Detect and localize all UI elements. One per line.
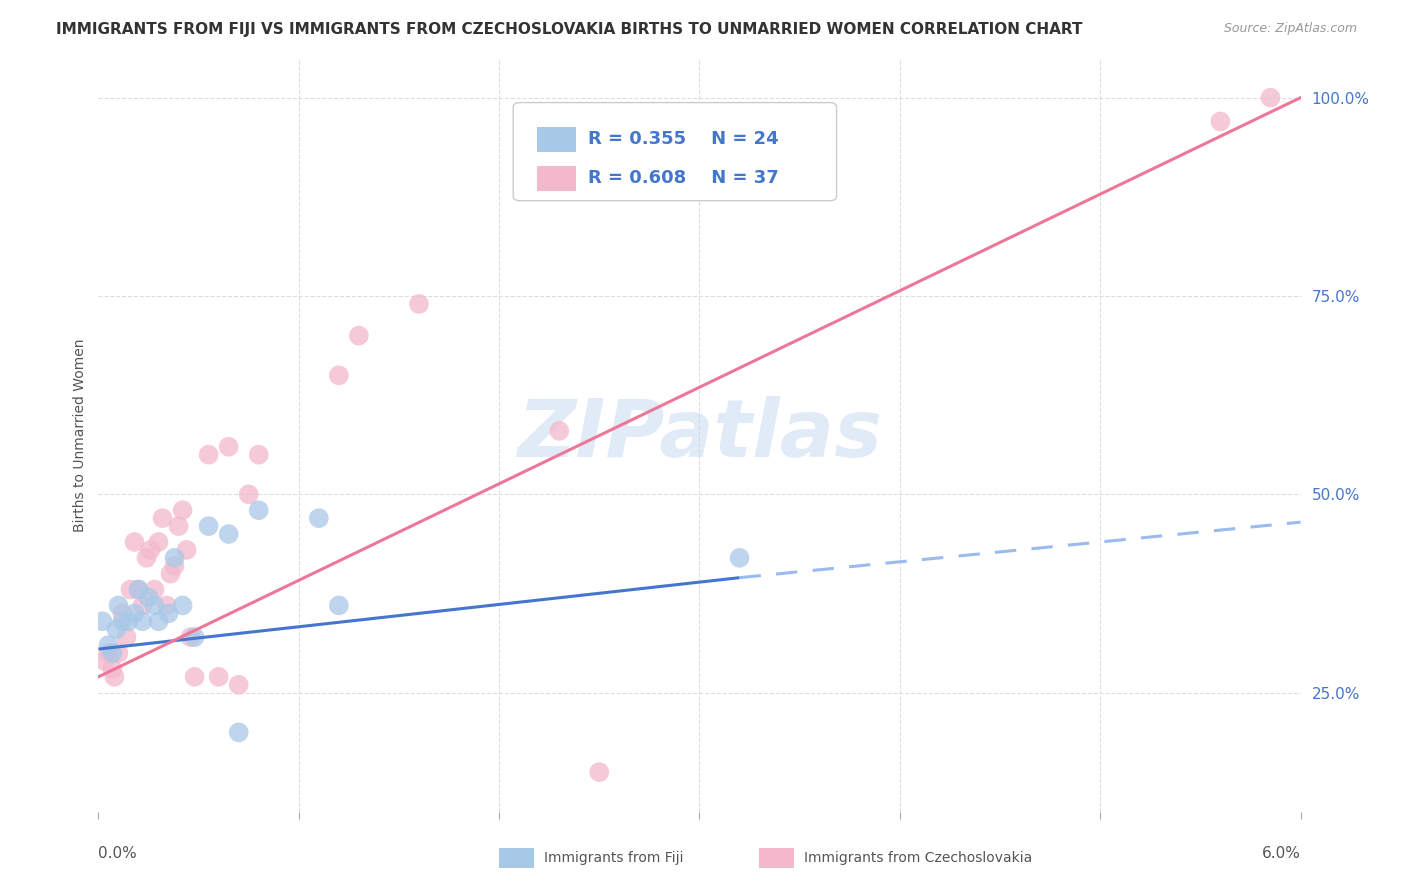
Point	[128, 582, 150, 597]
Text: ZIPatlas: ZIPatlas	[517, 396, 882, 474]
Point	[111, 615, 134, 629]
Point	[115, 630, 138, 644]
Point	[107, 646, 129, 660]
Point	[131, 615, 153, 629]
Point	[159, 566, 181, 581]
Point	[228, 678, 250, 692]
Point	[157, 607, 180, 621]
Point	[138, 591, 160, 605]
Point	[163, 558, 186, 573]
Point	[218, 440, 240, 454]
Point	[588, 765, 610, 780]
Point	[163, 550, 186, 565]
Point	[183, 670, 205, 684]
Point	[228, 725, 250, 739]
Point	[308, 511, 330, 525]
Point	[131, 599, 153, 613]
Point	[124, 535, 146, 549]
Point	[105, 622, 128, 636]
Point	[148, 535, 170, 549]
Y-axis label: Births to Unmarried Women: Births to Unmarried Women	[73, 338, 87, 532]
Text: Immigrants from Fiji: Immigrants from Fiji	[544, 851, 683, 865]
Point	[117, 615, 139, 629]
Point	[143, 599, 166, 613]
Point	[328, 599, 350, 613]
Point	[347, 328, 370, 343]
Text: R = 0.355    N = 24: R = 0.355 N = 24	[588, 130, 779, 148]
Point	[128, 582, 150, 597]
Point	[247, 448, 270, 462]
Point	[101, 646, 124, 660]
Point	[208, 670, 231, 684]
Point	[111, 607, 134, 621]
Point	[107, 599, 129, 613]
Point	[172, 599, 194, 613]
Point	[1209, 114, 1232, 128]
Point	[176, 542, 198, 557]
Point	[135, 550, 157, 565]
Point	[197, 519, 219, 533]
Point	[97, 646, 120, 660]
Point	[548, 424, 571, 438]
Text: Immigrants from Czechoslovakia: Immigrants from Czechoslovakia	[804, 851, 1032, 865]
Point	[139, 542, 162, 557]
Point	[124, 607, 146, 621]
Point	[103, 670, 125, 684]
Point	[97, 638, 120, 652]
Point	[218, 527, 240, 541]
Point	[152, 511, 174, 525]
Text: 0.0%: 0.0%	[98, 846, 138, 861]
Text: R = 0.608    N = 37: R = 0.608 N = 37	[588, 169, 779, 187]
Point	[120, 582, 142, 597]
Point	[728, 550, 751, 565]
Point	[101, 662, 124, 676]
Point	[167, 519, 190, 533]
Point	[172, 503, 194, 517]
Text: IMMIGRANTS FROM FIJI VS IMMIGRANTS FROM CZECHOSLOVAKIA BIRTHS TO UNMARRIED WOMEN: IMMIGRANTS FROM FIJI VS IMMIGRANTS FROM …	[56, 22, 1083, 37]
Text: 6.0%: 6.0%	[1261, 846, 1301, 861]
Point	[143, 582, 166, 597]
Point	[93, 654, 115, 668]
Point	[1260, 90, 1282, 104]
Point	[197, 448, 219, 462]
Point	[148, 615, 170, 629]
Point	[183, 630, 205, 644]
Point	[91, 615, 114, 629]
Text: Source: ZipAtlas.com: Source: ZipAtlas.com	[1223, 22, 1357, 36]
Point	[238, 487, 260, 501]
Point	[328, 368, 350, 383]
Point	[180, 630, 202, 644]
Point	[247, 503, 270, 517]
Point	[408, 297, 430, 311]
Point	[155, 599, 177, 613]
